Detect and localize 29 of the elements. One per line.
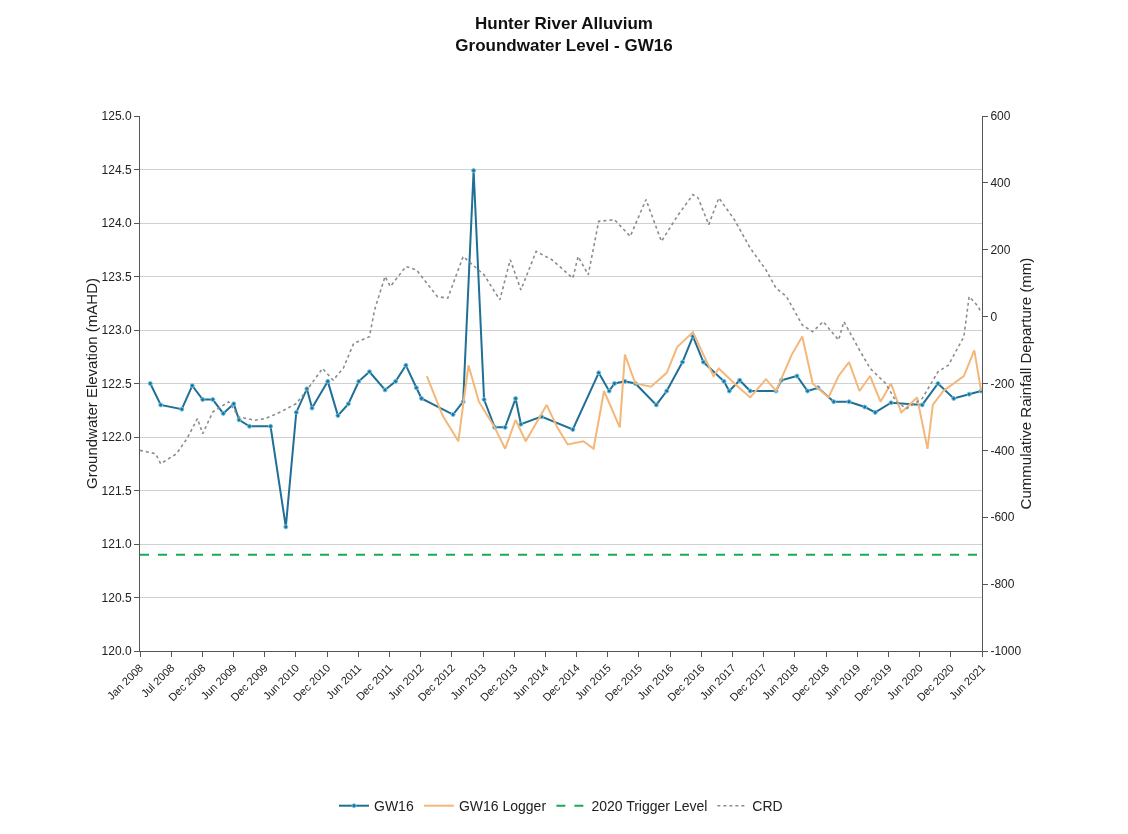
- y2-tick-label: -200: [990, 376, 1015, 391]
- y2-tick-label: 400: [990, 176, 1011, 191]
- y-tick-label: 122.5: [101, 376, 132, 391]
- y-tick-label: 124.5: [101, 162, 132, 177]
- y2-tick-label: -400: [990, 443, 1015, 458]
- legend-label: 2020 Trigger Level: [591, 798, 708, 815]
- y-tick-label: 120.0: [101, 644, 132, 659]
- y-tick-label: 123.0: [101, 323, 132, 338]
- legend-label: CRD: [752, 798, 783, 815]
- y2-tick-label: 0: [990, 309, 998, 324]
- legend-label: GW16: [374, 798, 414, 815]
- legend-label: GW16 Logger: [458, 798, 547, 815]
- y-tick-label: 125.0: [101, 109, 132, 124]
- y-tick-label: 122.0: [101, 430, 132, 445]
- chart-title: Hunter River Alluvium Groundwater Level - GW16: [455, 14, 673, 56]
- y-tick-label: 121.0: [101, 537, 132, 552]
- y2-axis-title: Cummulative Rainfall Departure (mm): [1016, 257, 1034, 510]
- y2-tick-label: -600: [990, 510, 1015, 525]
- line-series: [425, 331, 982, 450]
- y2-tick-label: 600: [990, 109, 1011, 124]
- y2-tick-label: 200: [990, 242, 1011, 257]
- y2-tick-label: -1000: [990, 644, 1022, 659]
- y-tick-label: 120.5: [101, 590, 132, 605]
- y-tick-label: 121.5: [101, 483, 132, 498]
- y2-tick-label: -800: [990, 577, 1015, 592]
- line-series: [140, 193, 982, 465]
- y-tick-label: 123.5: [101, 269, 132, 284]
- y-tick-label: 124.0: [101, 216, 132, 231]
- y-axis-title: Groundwater Elevation (mAHD): [82, 278, 100, 489]
